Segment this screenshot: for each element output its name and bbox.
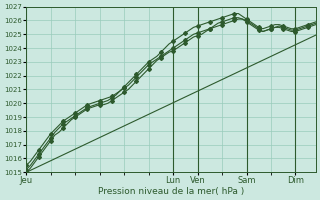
X-axis label: Pression niveau de la mer( hPa ): Pression niveau de la mer( hPa ) [98, 187, 244, 196]
